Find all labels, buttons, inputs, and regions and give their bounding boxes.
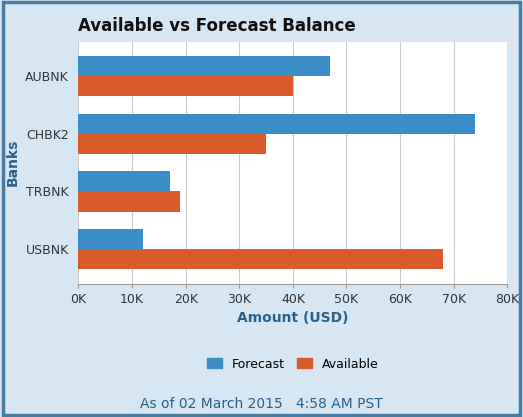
Legend: Forecast, Available: Forecast, Available [207,357,379,371]
Bar [78,229,143,249]
Text: Available vs Forecast Balance: Available vs Forecast Balance [78,17,356,35]
Bar [78,171,169,191]
Y-axis label: Banks: Banks [5,139,19,186]
Bar [78,191,180,211]
Bar [78,114,475,134]
Bar [78,56,331,76]
Bar [78,76,293,96]
Bar [78,249,443,269]
Bar [78,134,266,154]
Text: As of 02 March 2015   4:58 AM PST: As of 02 March 2015 4:58 AM PST [140,397,383,412]
X-axis label: Amount (USD): Amount (USD) [237,311,349,325]
